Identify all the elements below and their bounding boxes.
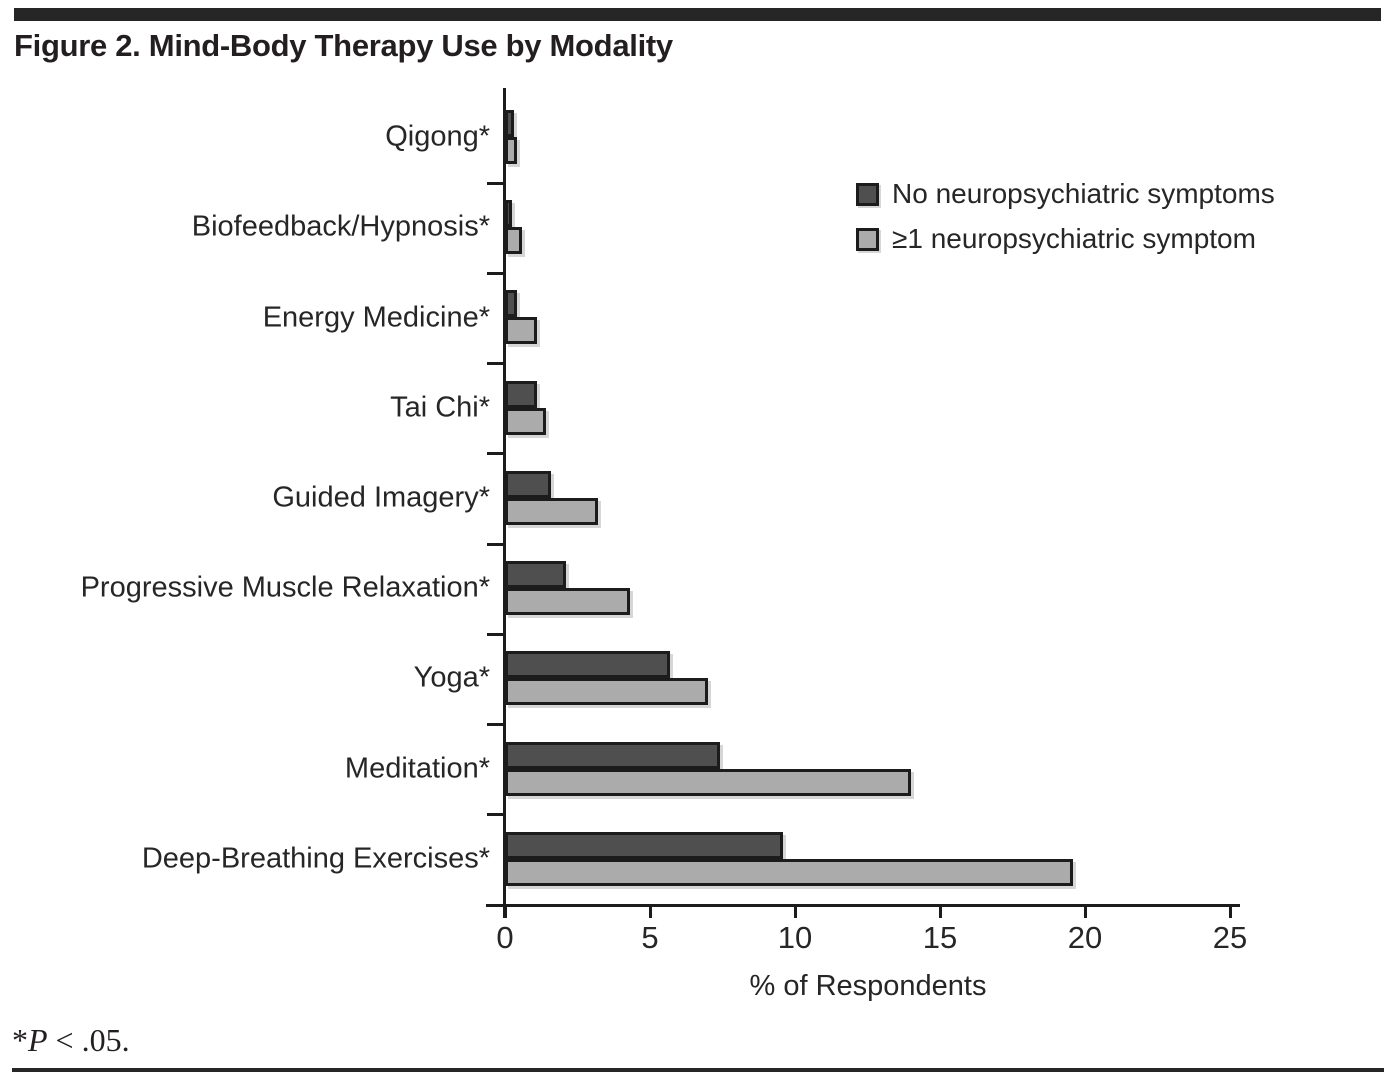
category-label-qigong: Qigong*: [385, 120, 490, 153]
legend-row-0: No neuropsychiatric symptoms: [856, 178, 1275, 210]
category-label-guided-imagery: Guided Imagery*: [272, 481, 490, 514]
category-boundary-tick: [487, 632, 505, 636]
bar-deep-breathing-exercises-series-1: [505, 858, 1074, 886]
bar-energy-medicine-series-0: [505, 290, 517, 318]
category-label-meditation: Meditation*: [344, 752, 490, 785]
category-boundary-tick: [487, 723, 505, 727]
category-boundary-tick: [487, 271, 505, 275]
category-boundary-tick: [487, 362, 505, 366]
bar-progressive-muscle-relaxation-series-1: [505, 588, 630, 616]
legend: No neuropsychiatric symptoms ≥1 neuropsyc…: [856, 178, 1275, 268]
bar-tai-chi-series-0: [505, 380, 537, 408]
x-tick-0: [503, 905, 507, 918]
bar-deep-breathing-exercises-series-0: [505, 831, 784, 859]
bar-qigong-series-0: [505, 110, 514, 137]
category-label-energy-medicine: Energy Medicine*: [262, 301, 490, 334]
legend-label: ≥1 neuropsychiatric symptom: [892, 223, 1256, 254]
x-tick-label-5: 5: [641, 920, 659, 955]
category-label-biofeedback-hypnosis: Biofeedback/Hypnosis*: [191, 210, 490, 243]
chart-plot: Qigong* Biofeedback/Hypnosis* Energy Medic…: [80, 88, 1275, 1002]
bar-biofeedback-hypnosis-series-1: [505, 227, 523, 255]
x-tick-label-20: 20: [1067, 920, 1103, 955]
x-tick-10: [793, 905, 797, 918]
footnote: *P < .05.: [12, 1022, 130, 1059]
x-tick-5: [648, 905, 652, 918]
x-tick-20: [1083, 905, 1087, 918]
x-tick-25: [1228, 905, 1232, 918]
x-tick-15: [938, 905, 942, 918]
x-tick-label-10: 10: [777, 920, 813, 955]
legend-swatch-icon: [856, 227, 879, 251]
bar-tai-chi-series-1: [505, 407, 546, 435]
bar-meditation-series-0: [505, 741, 720, 769]
category-label-deep-breathing-exercises: Deep-Breathing Exercises*: [141, 842, 490, 875]
bar-qigong-series-1: [505, 137, 517, 164]
legend-label: No neuropsychiatric symptoms: [892, 178, 1275, 209]
x-axis-line: [486, 904, 1240, 907]
category-label-yoga: Yoga*: [413, 661, 490, 694]
x-tick-label-25: 25: [1212, 920, 1248, 955]
footnote-asterisk: *: [12, 1022, 28, 1058]
bar-yoga-series-0: [505, 651, 671, 679]
footnote-p-symbol: P: [28, 1022, 48, 1058]
bar-meditation-series-1: [505, 768, 911, 796]
bottom-rule: [12, 1068, 1384, 1072]
bar-biofeedback-hypnosis-series-0: [505, 200, 513, 228]
legend-row-1: ≥1 neuropsychiatric symptom: [856, 223, 1275, 255]
category-boundary-tick: [487, 813, 505, 817]
category-label-tai-chi: Tai Chi*: [390, 391, 490, 424]
category-boundary-tick: [487, 542, 505, 546]
bar-energy-medicine-series-1: [505, 317, 537, 345]
x-axis-title: % of Respondents: [749, 970, 987, 1002]
top-rule: [14, 8, 1381, 21]
bar-yoga-series-1: [505, 678, 708, 706]
legend-swatch-icon: [856, 182, 879, 206]
x-tick-label-15: 15: [922, 920, 958, 955]
category-label-progressive-muscle-relaxation: Progressive Muscle Relaxation*: [80, 571, 490, 604]
y-axis-line: [503, 88, 506, 918]
category-boundary-tick: [487, 452, 505, 456]
bar-guided-imagery-series-0: [505, 470, 552, 498]
footnote-threshold: < .05.: [47, 1022, 130, 1058]
bar-progressive-muscle-relaxation-series-0: [505, 561, 566, 589]
bar-guided-imagery-series-1: [505, 497, 598, 525]
category-boundary-tick: [487, 181, 505, 185]
figure-title: Figure 2. Mind-Body Therapy Use by Modal…: [14, 28, 673, 63]
x-tick-label-0: 0: [496, 920, 514, 955]
